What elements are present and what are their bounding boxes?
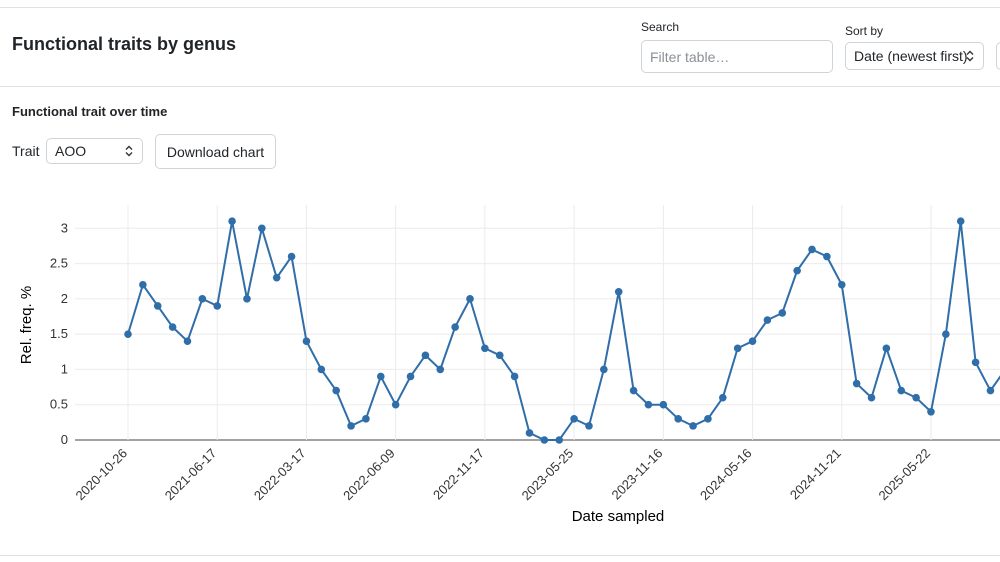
search-placeholder: Filter table… — [650, 48, 730, 65]
x-tick-label: 2022-11-17 — [430, 446, 487, 503]
trait-select[interactable]: AOO — [46, 138, 143, 164]
chart: Rel. freq. % Date sampled 0 0.5 1 1.5 2 2.5 3 2… — [18, 205, 1000, 525]
point — [406, 372, 415, 381]
point — [213, 302, 222, 310]
page-title: Functional traits by genus — [12, 34, 237, 54]
point — [124, 330, 132, 338]
point — [882, 344, 891, 353]
point — [897, 386, 906, 395]
point — [629, 386, 638, 395]
y-tick-label: 0 — [61, 432, 68, 447]
download-button[interactable]: Download chart — [155, 134, 276, 169]
point — [659, 400, 668, 409]
point — [585, 422, 593, 430]
top-rule — [0, 7, 1000, 8]
point — [852, 379, 861, 388]
point — [644, 400, 653, 409]
point — [332, 386, 340, 395]
point — [808, 245, 816, 254]
point — [243, 295, 251, 303]
point — [927, 407, 935, 416]
search-label: Search — [641, 20, 680, 34]
point — [272, 273, 281, 282]
point — [986, 386, 995, 395]
point — [183, 337, 192, 346]
point — [139, 280, 147, 289]
point — [317, 365, 326, 374]
point — [912, 393, 920, 402]
x-tick-label: 2025-05-22 — [875, 446, 933, 504]
point — [778, 309, 787, 317]
point — [510, 372, 519, 381]
point — [704, 415, 712, 423]
point — [674, 415, 682, 423]
y-axis-title: Rel. freq. % — [18, 286, 35, 364]
x-tick-label: 2020-10-26 — [72, 446, 130, 504]
point — [570, 415, 578, 423]
point — [600, 365, 608, 374]
point — [719, 393, 727, 402]
point — [451, 323, 459, 331]
point — [466, 295, 474, 303]
point — [555, 436, 564, 444]
y-tick-label: 1 — [61, 361, 68, 376]
caret — [966, 50, 974, 62]
point — [942, 330, 950, 338]
point — [763, 316, 772, 324]
sort-label: Sort by — [845, 24, 884, 38]
point — [287, 252, 296, 261]
point — [362, 415, 370, 423]
point — [837, 280, 846, 289]
caret — [125, 145, 133, 157]
point — [168, 323, 177, 331]
trait-label: Trait — [12, 143, 40, 159]
point — [376, 372, 385, 381]
point — [302, 337, 311, 346]
x-axis-title: Date sampled — [572, 508, 665, 525]
point — [421, 351, 430, 360]
next-control[interactable] — [996, 42, 1000, 70]
point — [525, 429, 534, 437]
point — [540, 436, 549, 444]
x-tick-label: 2023-05-25 — [519, 446, 577, 504]
x-tick-label: 2022-06-09 — [340, 446, 398, 504]
x-tick-label: 2021-06-17 — [162, 446, 220, 504]
point — [198, 295, 207, 303]
point — [153, 302, 162, 310]
point — [436, 365, 445, 374]
point — [733, 344, 742, 353]
x-tick-label: 2023-11-16 — [608, 446, 665, 503]
point — [347, 422, 355, 430]
x-tick-label: 2022-03-17 — [251, 446, 309, 504]
point — [867, 393, 876, 402]
y-tick-label: 2 — [61, 291, 68, 306]
point — [748, 337, 757, 346]
point — [823, 252, 831, 261]
sort-select[interactable]: Date (newest first) — [845, 42, 984, 70]
header-rule — [0, 86, 1000, 87]
point — [793, 266, 801, 275]
trait-value: AOO — [55, 143, 87, 159]
point — [495, 351, 504, 360]
search-input[interactable]: Filter table… — [641, 40, 833, 73]
point — [391, 400, 400, 409]
x-tick-label: 2024-11-21 — [787, 446, 844, 503]
point — [481, 344, 489, 353]
x-tick-label: 2024-05-16 — [697, 446, 755, 504]
point — [228, 217, 236, 226]
point — [971, 358, 980, 367]
y-tick-label: 2.5 — [50, 256, 68, 271]
line — [127, 221, 1000, 441]
point — [956, 217, 965, 226]
point — [689, 422, 697, 430]
bottom-rule — [0, 555, 1000, 556]
y-tick-label: 1.5 — [50, 326, 68, 341]
section-title: Functional trait over time — [12, 104, 168, 119]
y-tick-label: 3 — [61, 220, 68, 235]
sort-value: Date (newest first) — [854, 48, 968, 64]
y-tick-label: 0.5 — [50, 397, 68, 412]
point — [258, 224, 266, 233]
point — [614, 288, 623, 296]
